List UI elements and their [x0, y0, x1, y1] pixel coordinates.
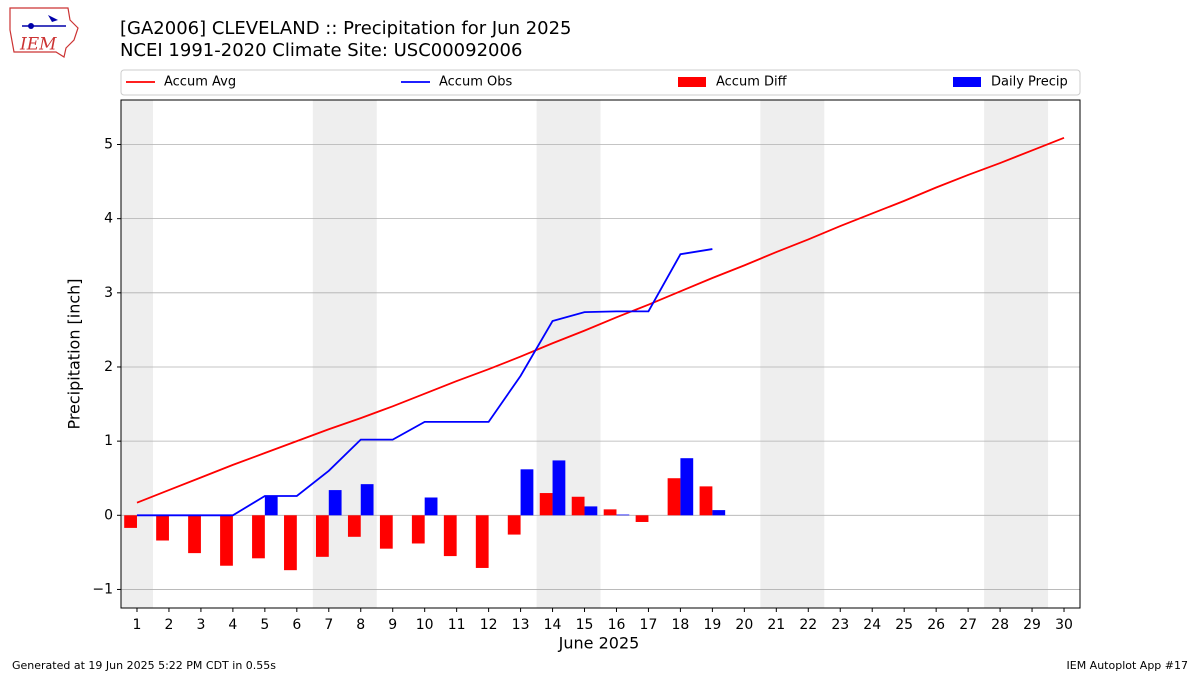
x-tick-label: 4 — [228, 617, 237, 633]
bar — [507, 515, 521, 535]
x-tick-label: 16 — [608, 617, 626, 633]
x-tick-label: 10 — [416, 617, 434, 633]
x-tick-label: 13 — [512, 617, 530, 633]
bar — [635, 515, 649, 522]
x-tick-label: 1 — [133, 617, 142, 633]
y-tick-label: 2 — [104, 359, 113, 375]
x-tick-label: 7 — [324, 617, 333, 633]
legend-box — [120, 69, 1081, 96]
legend-label: Accum Diff — [716, 75, 788, 90]
series-line — [136, 136, 1065, 504]
y-axis-label: Precipitation [inch] — [65, 278, 84, 429]
x-tick-label: 22 — [799, 617, 817, 633]
legend-label: Accum Obs — [439, 75, 512, 90]
bar — [616, 514, 630, 516]
bar — [156, 515, 169, 541]
x-tick-label: 21 — [767, 617, 785, 633]
legend-label: Daily Precip — [991, 75, 1068, 90]
legend-label: Accum Avg — [164, 75, 236, 90]
x-tick-label: 5 — [260, 617, 269, 633]
x-tick-label: 23 — [831, 617, 849, 633]
bar — [475, 515, 489, 568]
plot-area — [121, 100, 1080, 608]
bar — [680, 458, 694, 516]
bar — [520, 469, 534, 516]
y-tick-label: 3 — [104, 285, 113, 301]
x-tick-label: 26 — [927, 617, 945, 633]
bar — [264, 496, 278, 516]
x-tick-label: 24 — [863, 617, 881, 633]
x-tick-label: 8 — [356, 617, 365, 633]
weekend-band — [984, 100, 1049, 608]
bar — [379, 515, 393, 549]
series-line — [136, 248, 713, 517]
x-tick-label: 27 — [959, 617, 977, 633]
bar — [571, 496, 585, 516]
chart-title: [GA2006] CLEVELAND :: Precipitation for … — [120, 18, 572, 39]
y-tick-label: 0 — [104, 507, 113, 523]
x-tick-label: 30 — [1055, 617, 1073, 633]
plot-frame — [120, 99, 1081, 609]
logo: IEM — [9, 7, 79, 58]
x-tick-label: 6 — [292, 617, 301, 633]
y-tick-label: 5 — [104, 136, 113, 152]
y-tick-label: 1 — [104, 433, 113, 449]
x-tick-label: 3 — [196, 617, 205, 633]
bar — [699, 486, 713, 516]
bar — [220, 515, 233, 566]
bar — [188, 515, 201, 554]
x-tick-label: 25 — [895, 617, 913, 633]
x-tick-label: 20 — [735, 617, 753, 633]
x-tick-label: 11 — [448, 617, 466, 633]
x-axis-label: June 2025 — [558, 634, 640, 653]
bar — [667, 478, 681, 516]
bar — [315, 515, 329, 557]
x-tick-label: 12 — [480, 617, 498, 633]
bar — [411, 515, 425, 544]
bar — [424, 497, 438, 516]
x-tick-label: 18 — [672, 617, 690, 633]
bar — [443, 515, 457, 557]
x-tick-label: 15 — [576, 617, 594, 633]
weekend-band — [536, 100, 601, 608]
bar — [328, 490, 342, 516]
bar — [124, 515, 137, 528]
x-tick-label: 29 — [1023, 617, 1041, 633]
bar — [347, 515, 361, 537]
chart-subtitle: NCEI 1991-2020 Climate Site: USC00092006 — [120, 40, 522, 61]
footer-right: IEM Autoplot App #17 — [1067, 659, 1189, 672]
bar — [712, 510, 726, 516]
legend-swatch — [953, 77, 981, 87]
x-tick-label: 9 — [388, 617, 397, 633]
bar — [603, 509, 617, 516]
footer-left: Generated at 19 Jun 2025 5:22 PM CDT in … — [12, 659, 276, 672]
bar — [360, 484, 374, 516]
y-tick-label: −1 — [92, 581, 113, 597]
bar — [252, 515, 265, 559]
x-tick-label: 28 — [991, 617, 1009, 633]
x-tick-label: 14 — [544, 617, 562, 633]
weekend-band — [760, 100, 825, 608]
bar — [284, 515, 297, 571]
legend-swatch — [678, 77, 706, 87]
x-tick-label: 19 — [703, 617, 721, 633]
bar — [584, 506, 598, 516]
bar — [552, 460, 566, 516]
x-tick-label: 17 — [640, 617, 658, 633]
bar — [539, 493, 553, 516]
y-tick-label: 4 — [104, 211, 113, 227]
weekend-band — [121, 100, 153, 608]
logo-text: IEM — [19, 35, 57, 55]
x-tick-label: 2 — [164, 617, 173, 633]
